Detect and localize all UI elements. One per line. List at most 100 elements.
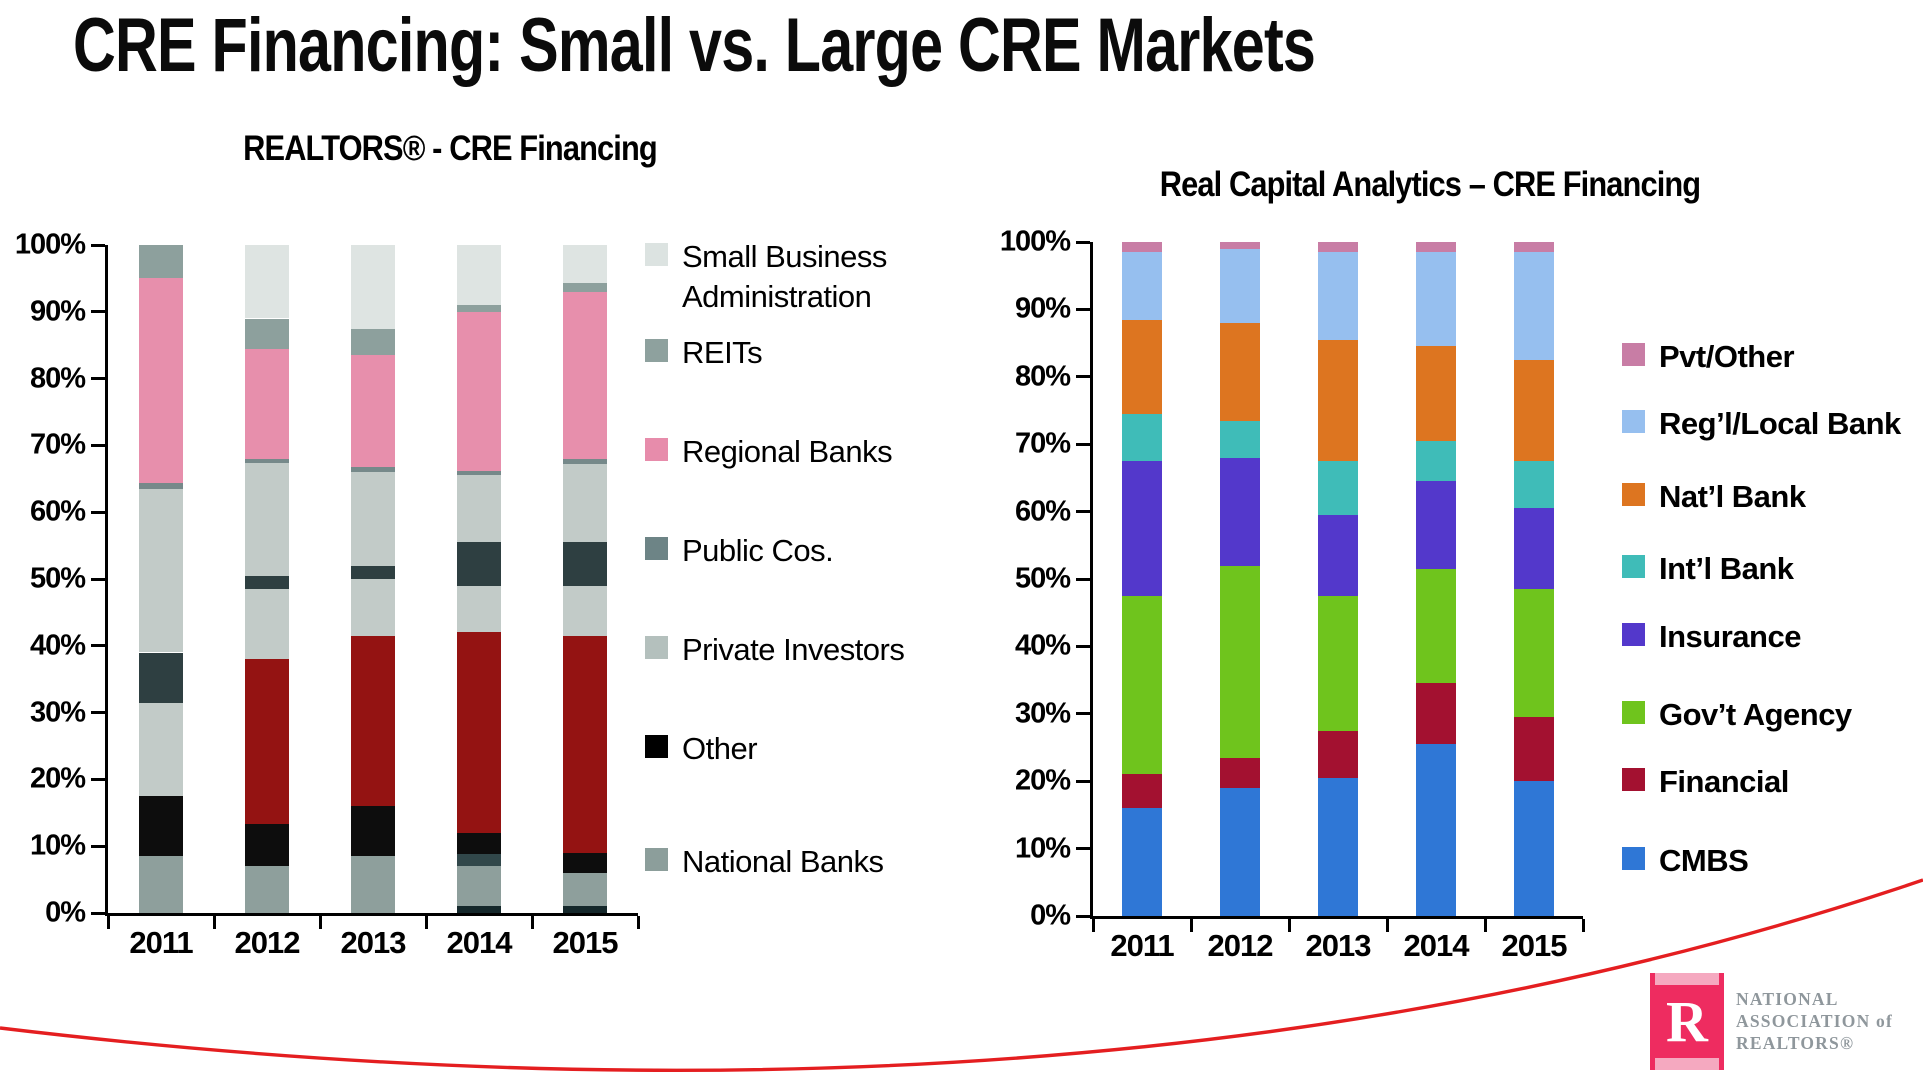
y-axis-tick-label: 60% [1014,495,1071,528]
bar-segment [457,585,501,633]
y-axis-tick-label: 70% [1014,427,1071,460]
x-axis-tick [1091,919,1095,932]
legend-swatch [1622,623,1645,646]
bar-segment [563,872,607,907]
legend-label: Gov’t Agency [1659,697,1852,732]
x-axis-category-label: 2015 [552,925,619,960]
y-axis-tick-label: 20% [1014,764,1071,797]
y-axis-tick [91,911,105,915]
legend-item: Int’l Bank [1622,549,1794,589]
y-axis-tick [1076,779,1090,783]
legend-label: Insurance [1659,619,1801,654]
left-chart-plot: 2011 2012 2013 2014 2015 [91,243,640,960]
x-axis-category-label: 2013 [1305,928,1372,963]
y-axis-tick [91,377,105,381]
bar-segment [245,866,289,913]
bar-segment [351,806,395,857]
legend-label: National Banks [682,844,884,879]
bar-segment [1220,420,1260,458]
bar-segment [457,470,501,476]
legend-item: Private Investors [645,630,905,670]
x-axis-category-label: 2015 [1501,928,1568,963]
legend-label: Int’l Bank [1659,551,1794,586]
legend-swatch [645,243,668,266]
legend-swatch [645,735,668,758]
bar-segment [245,458,289,464]
y-axis-tick-label: 40% [1014,629,1071,662]
bar-segment [1318,461,1358,515]
legend-item: Small Business Administration [645,237,887,317]
x-axis-tick [1483,919,1487,932]
legend-label: Financial [1659,764,1789,799]
bar-segment [1318,242,1358,253]
bar-segment [1122,595,1162,775]
legend-label: REITs [682,335,763,370]
legend-swatch [1622,343,1645,366]
legend-label: Other [682,731,758,766]
bar-segment [1122,242,1162,253]
x-axis-category-label: 2014 [446,925,513,960]
bar-segment [457,906,501,913]
bar-segment [1318,777,1358,916]
y-axis-tick-label: 10% [1014,832,1071,865]
legend-item: Other [645,729,758,769]
y-axis-tick-label: 100% [14,228,86,261]
bar-segment [1514,717,1554,782]
y-axis-tick [91,577,105,581]
y-axis-tick [1076,847,1090,851]
nar-logo-line3: REALTORS® [1736,1033,1855,1053]
bar-segment [1416,481,1456,569]
x-axis-tick [636,916,640,929]
bar-segment [1220,565,1260,758]
nar-logo-r-letter: R [1666,988,1708,1054]
legend-label: Pvt/Other [1659,339,1795,374]
x-axis-tick [530,916,534,929]
right-chart-legend: Pvt/Other Reg’l/Local Bank Nat’l Bank Int’l… [1622,0,1923,1081]
y-axis-tick [1076,577,1090,581]
bar-segment [457,245,501,306]
bar-segment [1318,339,1358,462]
legend-item: Regional Banks [645,432,893,472]
y-axis-tick [91,844,105,848]
legend-swatch [645,339,668,362]
y-axis-tick-label: 30% [29,696,86,729]
legend-item: Reg’l/Local Bank [1622,404,1901,444]
legend-label: CMBS [1659,843,1749,878]
x-axis-tick [1189,919,1193,932]
y-axis-tick [1076,914,1090,918]
bar-segment [245,659,289,825]
bar-segment [1220,787,1260,916]
bar-segment [245,348,289,459]
bar-segment [563,585,607,636]
bar-segment [457,866,501,907]
legend-item: Public Cos. [645,531,834,571]
bar-segment [139,856,183,913]
bar-segment [563,291,607,459]
bar-segment [245,463,289,576]
legend-item: Gov’t Agency [1622,695,1852,735]
y-axis-tick [1076,442,1090,446]
bar-segment [351,328,395,356]
bar-segment [351,565,395,579]
legend-label: Public Cos. [682,533,834,568]
y-axis-tick-label: 50% [29,562,86,595]
nar-logo-emblem: R [1650,973,1724,1070]
bar-segment [1514,508,1554,590]
bar-segment [563,464,607,543]
legend-label: Reg’l/Local Bank [1659,406,1901,441]
legend-swatch [1622,410,1645,433]
y-axis-tick-label: 100% [999,225,1071,258]
bar-segment [563,458,607,465]
bar-segment [563,245,607,284]
y-axis-tick-label: 10% [29,829,86,862]
y-axis-tick [1076,712,1090,716]
y-axis-tick-label: 70% [29,428,86,461]
y-axis-tick [1076,375,1090,379]
x-axis-tick [1287,919,1291,932]
bar-segment [351,472,395,566]
x-axis-tick [1385,919,1389,932]
bar-segment [245,318,289,349]
bar-segment [139,245,183,279]
bar-segment [563,283,607,292]
bar-segment [139,796,183,857]
